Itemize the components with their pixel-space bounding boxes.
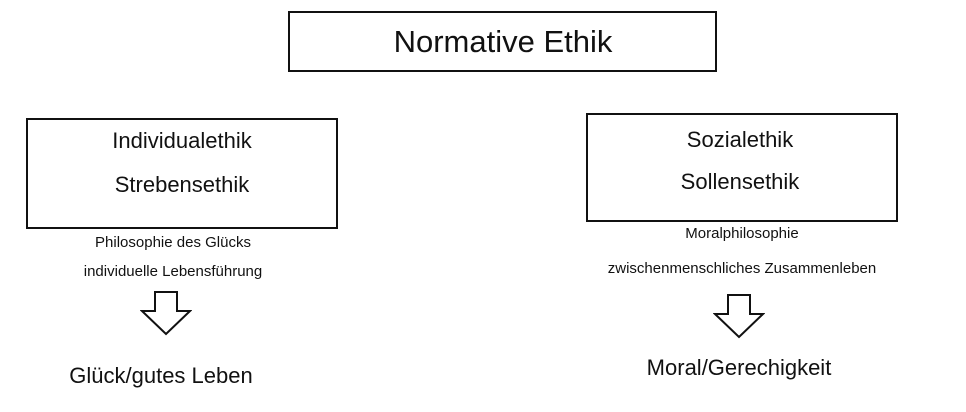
title-box [288,11,717,72]
right-note-line2: zwischenmenschliches Zusammenleben [607,260,877,277]
left-note-line2: individuelle Lebensführung [83,263,263,280]
right-box-line1: Sozialethik [686,127,794,152]
right-box-line2: Sollensethik [680,169,800,194]
left-concept-box [26,118,338,229]
down-arrow-icon [140,291,192,336]
left-result: Glück/gutes Leben [69,363,253,388]
right-result: Moral/Gerechigkeit [646,355,832,380]
right-note-line1: Moralphilosophie [685,225,799,242]
left-box-line1: Individualethik [112,128,252,153]
right-concept-box [586,113,898,222]
diagram-title: Normative Ethik [393,24,613,59]
down-arrow-icon [713,294,765,339]
left-box-line2: Strebensethik [114,172,250,197]
left-note-line1: Philosophie des Glücks [95,234,251,251]
